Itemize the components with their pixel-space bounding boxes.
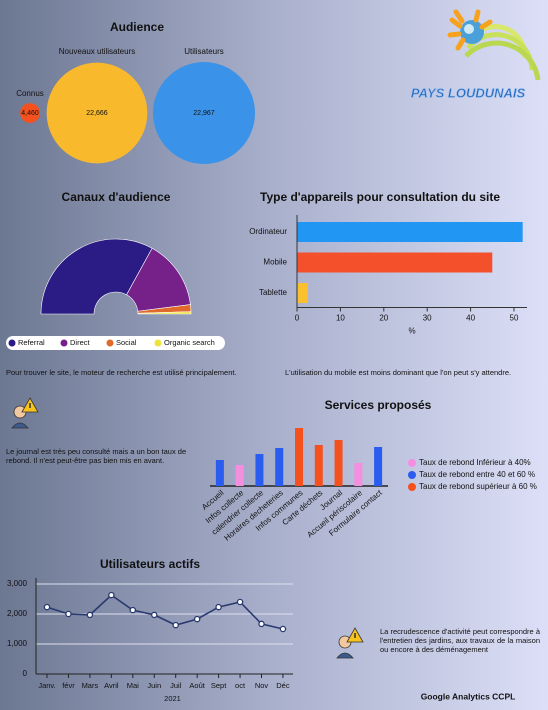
legend-dot xyxy=(408,483,416,491)
x-tick-label: Août xyxy=(189,681,205,690)
chart-title: Services proposés xyxy=(325,398,432,412)
y-tick-label: 0 xyxy=(23,669,28,678)
x-tick-label: Avril xyxy=(104,681,119,690)
x-axis-label: 2021 xyxy=(164,694,181,703)
info-icon xyxy=(11,397,39,429)
bubble-label: Utilisateurs xyxy=(184,47,224,56)
point xyxy=(172,621,179,629)
point xyxy=(258,620,265,628)
bar xyxy=(314,445,323,486)
y-tick-label: Ordinateur xyxy=(249,227,287,236)
x-tick-label: 20 xyxy=(379,314,388,323)
point xyxy=(86,611,94,619)
x-tick-label: Juin xyxy=(147,681,161,690)
logo-graphic xyxy=(447,9,541,81)
y-tick-label: Tablette xyxy=(259,288,288,297)
bar xyxy=(255,454,264,486)
bubble xyxy=(20,103,40,123)
bar xyxy=(235,465,244,486)
legend-label: Direct xyxy=(70,338,91,347)
point xyxy=(65,610,72,618)
bubble-value: 4,460 xyxy=(21,110,39,117)
info-icon xyxy=(336,627,364,659)
bubble-label: Connus xyxy=(16,89,44,98)
bubble xyxy=(153,62,255,164)
slice xyxy=(40,238,153,315)
legend-label: Taux de rebond Inférieur à 40% xyxy=(419,458,531,467)
legend-box xyxy=(6,336,225,350)
bar xyxy=(374,447,383,486)
point xyxy=(43,603,51,611)
point xyxy=(108,591,115,599)
point xyxy=(193,615,201,623)
point xyxy=(236,598,244,606)
x-tick-label: 10 xyxy=(336,314,345,323)
y-tick-label: 1,000 xyxy=(7,639,28,648)
bubble-label: Nouveaux utilisateurs xyxy=(59,47,135,56)
bar xyxy=(297,222,523,242)
chart-title: Utilisateurs actifs xyxy=(100,557,200,571)
note: L'utilisation du mobile est moins domina… xyxy=(285,368,512,377)
x-axis-label: % xyxy=(408,327,415,336)
legend-dot xyxy=(106,339,114,347)
point xyxy=(279,625,287,633)
x-tick-label: Mai xyxy=(127,681,139,690)
logo-text: PAYS LOUDUNAIS xyxy=(411,85,526,100)
x-tick-label: Janv. xyxy=(38,681,55,690)
x-tick-label: oct xyxy=(235,681,246,690)
point xyxy=(129,606,137,614)
legend-label: Referral xyxy=(18,338,45,347)
chart-title: Type d'appareils pour consultation du si… xyxy=(260,190,500,204)
slice xyxy=(137,311,192,315)
bubble-value: 22,666 xyxy=(86,110,108,117)
x-tick-label: Juil xyxy=(170,681,182,690)
legend-dot xyxy=(60,339,68,347)
point xyxy=(150,611,158,619)
bar xyxy=(297,283,308,303)
y-tick-label: 3,000 xyxy=(7,579,28,588)
x-tick-label: févr xyxy=(62,681,75,690)
chart-title: Canaux d'audience xyxy=(62,190,171,204)
x-tick-label: 50 xyxy=(510,314,519,323)
y-tick-label: 2,000 xyxy=(7,609,28,618)
footer: Google Analytics CCPL xyxy=(421,691,516,701)
bar xyxy=(297,252,493,273)
bar xyxy=(215,460,224,486)
bubble-value: 22,967 xyxy=(193,110,215,117)
legend-label: Taux de rebond supérieur à 60 % xyxy=(419,482,537,491)
legend-label: Social xyxy=(116,338,137,347)
note: Pour trouver le site, le moteur de reche… xyxy=(6,368,237,377)
bar xyxy=(354,463,363,486)
line xyxy=(46,594,284,630)
legend-label: Organic search xyxy=(164,338,215,347)
note: Le journal est très peu consulté mais a … xyxy=(6,447,187,465)
legend-label: Taux de rebond entre 40 et 60 % xyxy=(419,470,535,479)
x-tick-label: Mars xyxy=(82,681,99,690)
legend-dot xyxy=(8,339,16,347)
bar xyxy=(275,448,284,486)
x-tick-label: 30 xyxy=(423,314,432,323)
y-tick-label: Mobile xyxy=(263,258,287,267)
legend-dot xyxy=(154,339,162,347)
x-tick-label: Sept xyxy=(211,681,227,690)
bar xyxy=(334,440,343,486)
x-tick-label: Nov xyxy=(255,681,269,690)
note: La recrudescence d'activité peut corresp… xyxy=(380,627,540,654)
point xyxy=(215,603,222,611)
x-tick-label: Déc xyxy=(276,681,290,690)
legend-dot xyxy=(408,459,416,467)
legend-dot xyxy=(408,471,416,479)
bar xyxy=(295,428,303,486)
x-tick-label: 0 xyxy=(295,314,300,323)
bubble xyxy=(46,62,148,164)
x-tick-label: 40 xyxy=(466,314,475,323)
chart-title: Audience xyxy=(110,20,164,34)
